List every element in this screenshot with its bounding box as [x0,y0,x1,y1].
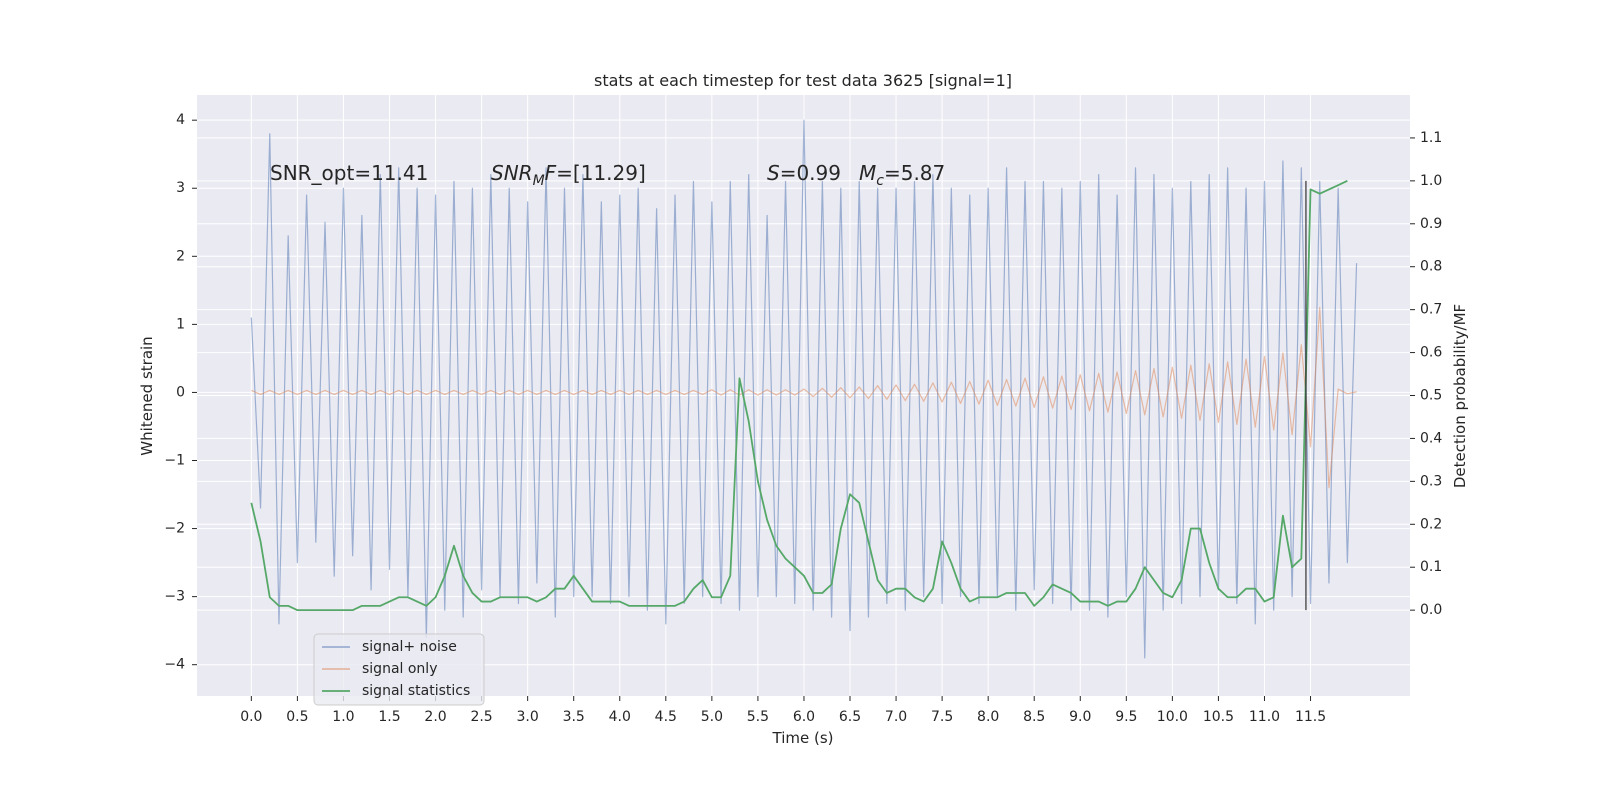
annotation-part: =5.87 [884,161,945,185]
annotation: SNRMF=[11.29] [491,161,646,189]
x-tick-label: 9.5 [1115,709,1137,725]
x-tick-label: 7.5 [931,709,953,725]
y2-tick-label: 0.1 [1420,559,1442,575]
x-tick-label: 7.0 [885,709,907,725]
x-tick-label: 10.5 [1203,709,1234,725]
y2-tick-label: 0.5 [1420,388,1442,404]
legend-label: signal only [362,661,437,677]
legend: signal+ noise signal only signal statistic… [313,633,485,706]
y-axis-label: Whitened strain [138,336,156,455]
x-tick-label: 11.0 [1249,709,1280,725]
y2-tick-label: 0.7 [1420,302,1442,318]
y2-tick-label: 0.2 [1420,516,1442,532]
x-tick-label: 2.0 [424,709,446,725]
x-tick-label: 6.0 [793,709,815,725]
annotation-part: SNR [491,161,533,185]
x-tick-label: 10.0 [1157,709,1188,725]
annotation: Mc=5.87 [859,161,945,189]
x-axis-label: Time (s) [772,729,834,747]
y-tick-label: 0 [176,384,185,400]
y-tick-label: 2 [176,248,185,264]
legend-label: signal statistics [362,683,470,699]
legend-box [313,633,485,706]
series-line [250,119,1358,659]
x-tick-label: 4.5 [655,709,677,725]
annotation-part: c [876,173,884,189]
annotation-part: SNR_opt=11.41 [270,161,428,185]
y2-tick-label: 1.1 [1420,130,1442,146]
y2-tick-label: 0.8 [1420,259,1442,275]
marks [250,119,1358,659]
y-tick-label: −3 [164,589,185,605]
legend-label: signal+ noise [362,639,457,655]
x-tick-label: 2.5 [470,709,492,725]
x-tick-label: 1.5 [378,709,400,725]
y-tick-label: 1 [176,316,185,332]
x-tick-label: 1.0 [332,709,354,725]
y2-tick-label: 1.0 [1420,173,1442,189]
x-tick-label: 8.0 [977,709,999,725]
y-tick-label: −2 [164,521,185,537]
x-tick-label: 0.5 [286,709,308,725]
annotation-part: M [859,161,876,185]
y2-tick-label: 0.4 [1420,430,1442,446]
y-tick-label: −1 [164,453,185,469]
y2-axis-label: Detection probability/MF [1451,304,1469,488]
x-tick-label: 5.0 [701,709,723,725]
x-tick-label: 9.0 [1069,709,1091,725]
y2-tick-label: 0.0 [1420,602,1442,618]
annotation: SNR_opt=11.41 [270,161,428,185]
x-tick-label: 6.5 [839,709,861,725]
y-tick-label: 4 [176,112,185,128]
x-tick-label: 4.0 [609,709,631,725]
annotation-part: =[11.29] [556,161,646,185]
x-tick-label: 3.5 [563,709,585,725]
series-line [250,180,1348,612]
y2-tick-label: 0.6 [1420,345,1442,361]
x-tick-label: 5.5 [747,709,769,725]
x-tick-label: 8.5 [1023,709,1045,725]
x-tick-label: 0.0 [240,709,262,725]
y2-tick-label: 0.3 [1420,473,1442,489]
axes: 0.0 0.5 1.0 1.5 2.0 2.5 3.0 3.5 4.0 4.5 5.0 5.5 6.0 6… [164,112,1442,725]
series-line [251,306,1357,489]
annotation-part: =0.99 [780,161,841,185]
y-tick-label: −4 [164,657,185,673]
annotation-part: S [767,161,780,185]
y-tick-label: 3 [176,180,185,196]
annotation-part: F [545,161,557,185]
y2-tick-label: 0.9 [1420,216,1442,232]
x-tick-label: 11.5 [1295,709,1326,725]
x-tick-label: 3.0 [517,709,539,725]
chart-title: stats at each timestep for test data 362… [594,71,1012,90]
annotation: S=0.99 [767,161,841,185]
annotation-part: M [533,173,545,189]
